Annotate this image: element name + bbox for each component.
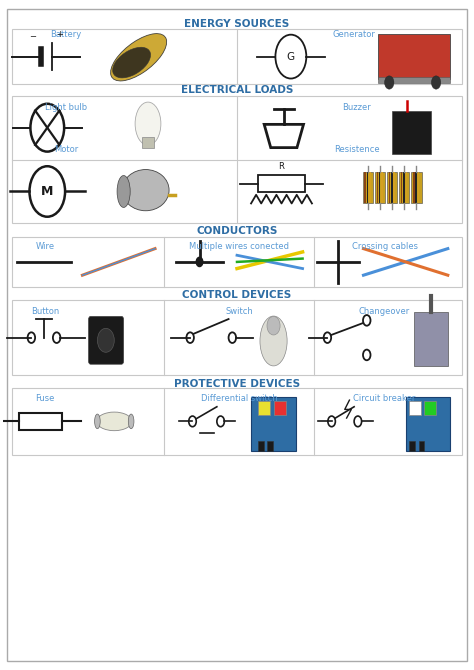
FancyBboxPatch shape xyxy=(414,312,448,366)
Bar xyxy=(418,172,419,204)
Text: Resistence: Resistence xyxy=(334,145,379,154)
Text: Light bulb: Light bulb xyxy=(45,103,87,113)
FancyBboxPatch shape xyxy=(377,34,450,79)
Text: M: M xyxy=(41,185,54,198)
Bar xyxy=(375,172,385,204)
Bar xyxy=(399,172,410,204)
Bar xyxy=(411,172,421,204)
Bar xyxy=(258,175,305,192)
Bar xyxy=(410,441,415,451)
Ellipse shape xyxy=(117,176,130,208)
FancyBboxPatch shape xyxy=(392,111,431,154)
Ellipse shape xyxy=(113,48,151,78)
Text: G: G xyxy=(287,52,295,62)
Bar xyxy=(369,172,371,204)
Bar xyxy=(142,137,154,147)
Circle shape xyxy=(196,257,203,267)
Ellipse shape xyxy=(260,316,287,366)
Text: Crossing cables: Crossing cables xyxy=(352,242,418,251)
Text: Buzzer: Buzzer xyxy=(342,103,371,113)
Text: Changeover: Changeover xyxy=(359,307,410,316)
Circle shape xyxy=(267,316,280,335)
Bar xyxy=(377,172,378,204)
Circle shape xyxy=(384,76,394,89)
Circle shape xyxy=(97,328,114,352)
Bar xyxy=(365,172,366,204)
Text: Switch: Switch xyxy=(226,307,253,316)
Text: Multiple wires conected: Multiple wires conected xyxy=(189,242,289,251)
Bar xyxy=(393,172,395,204)
Text: R: R xyxy=(279,162,284,171)
Text: +: + xyxy=(56,30,64,40)
Text: Button: Button xyxy=(31,307,59,316)
Bar xyxy=(274,401,286,415)
Circle shape xyxy=(431,76,441,89)
Bar xyxy=(401,172,402,204)
FancyBboxPatch shape xyxy=(12,300,462,375)
Bar xyxy=(406,397,450,451)
Ellipse shape xyxy=(95,414,100,429)
Bar xyxy=(413,172,415,204)
Text: Circuit breaker: Circuit breaker xyxy=(354,394,416,403)
Bar xyxy=(389,172,390,204)
FancyBboxPatch shape xyxy=(12,237,462,287)
Text: ENERGY SOURCES: ENERGY SOURCES xyxy=(184,19,290,29)
Bar xyxy=(381,172,383,204)
Text: −: − xyxy=(29,32,36,42)
Text: Generator: Generator xyxy=(333,30,375,39)
Text: CONDUCTORS: CONDUCTORS xyxy=(196,226,278,237)
Text: PROTECTIVE DEVICES: PROTECTIVE DEVICES xyxy=(174,379,300,389)
Bar xyxy=(258,441,264,451)
Bar xyxy=(267,441,273,451)
Bar xyxy=(419,441,424,451)
Bar xyxy=(406,172,407,204)
Bar xyxy=(387,172,397,204)
FancyBboxPatch shape xyxy=(12,96,462,223)
Bar xyxy=(416,172,417,204)
Text: Battery: Battery xyxy=(50,30,82,39)
Bar xyxy=(18,413,62,430)
Text: CONTROL DEVICES: CONTROL DEVICES xyxy=(182,290,292,300)
Ellipse shape xyxy=(122,170,169,211)
Bar xyxy=(363,172,373,204)
Text: ELECTRICAL LOADS: ELECTRICAL LOADS xyxy=(181,86,293,96)
Text: Motor: Motor xyxy=(54,145,78,154)
Bar xyxy=(424,401,436,415)
Ellipse shape xyxy=(110,34,167,81)
Bar xyxy=(251,397,296,451)
Bar xyxy=(391,172,392,204)
Text: Wire: Wire xyxy=(36,242,55,251)
Bar xyxy=(258,401,270,415)
Bar xyxy=(410,401,421,415)
FancyBboxPatch shape xyxy=(89,316,124,364)
FancyBboxPatch shape xyxy=(12,29,462,84)
Bar xyxy=(379,172,380,204)
Bar xyxy=(367,172,368,204)
Ellipse shape xyxy=(128,414,134,429)
FancyBboxPatch shape xyxy=(12,388,462,455)
Text: Differential switch: Differential switch xyxy=(201,394,278,403)
Bar xyxy=(377,77,450,82)
Ellipse shape xyxy=(97,412,132,431)
Ellipse shape xyxy=(135,102,161,145)
Bar xyxy=(403,172,405,204)
Text: Fuse: Fuse xyxy=(35,394,55,403)
